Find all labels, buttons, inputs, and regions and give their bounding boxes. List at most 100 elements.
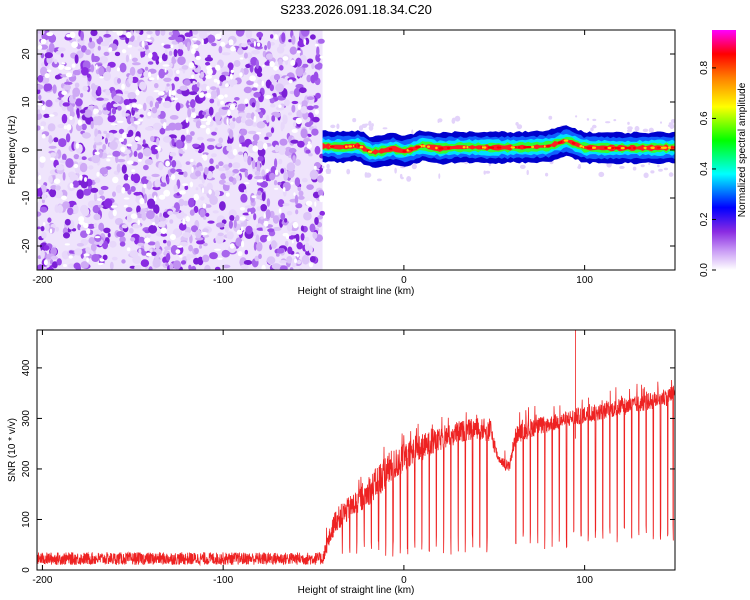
- noise-cell: [136, 236, 146, 245]
- noise-cell: [301, 30, 310, 37]
- noise-cell: [155, 240, 160, 250]
- signal-halo-cell: [648, 161, 651, 166]
- noise-gap: [227, 109, 231, 117]
- noise-cell: [295, 209, 299, 215]
- noise-gap: [314, 201, 317, 207]
- noise-cell: [311, 62, 315, 70]
- noise-cell: [119, 236, 126, 244]
- noise-cell: [130, 116, 135, 124]
- noise-cell: [298, 190, 304, 197]
- colorbar-tick-label: 0.2: [699, 212, 710, 226]
- noise-gap: [162, 64, 170, 67]
- noise-cell: [93, 229, 102, 236]
- signal-peak: [359, 145, 364, 149]
- noise-cell: [256, 206, 261, 212]
- noise-cell: [153, 204, 160, 215]
- noise-cell: [90, 30, 98, 37]
- noise-cell: [277, 199, 285, 208]
- noise-gap: [129, 54, 132, 60]
- noise-gap: [262, 64, 265, 68]
- noise-cell: [257, 190, 262, 196]
- noise-cell: [244, 169, 248, 178]
- noise-gap: [126, 160, 134, 165]
- noise-gap: [319, 55, 325, 59]
- noise-cell: [108, 61, 116, 68]
- noise-cell: [152, 186, 161, 191]
- spectrogram-y-axis-label: Frequency (Hz): [7, 116, 18, 185]
- noise-gap: [165, 160, 171, 167]
- noise-gap: [158, 57, 162, 63]
- noise-cell: [163, 239, 167, 244]
- noise-cell: [105, 89, 111, 96]
- noise-cell: [188, 91, 198, 96]
- noise-cell: [269, 84, 274, 92]
- noise-cell: [78, 156, 82, 160]
- noise-cell: [171, 160, 177, 168]
- figure-title: S233.2026.091.18.34.C20: [280, 2, 432, 17]
- noise-cell: [78, 40, 85, 46]
- noise-cell: [160, 182, 167, 187]
- noise-cell: [270, 103, 276, 108]
- signal-peak: [590, 146, 593, 149]
- noise-cell: [154, 179, 161, 188]
- signal-halo-cell: [364, 123, 369, 126]
- noise-cell: [221, 52, 231, 56]
- noise-cell: [64, 218, 71, 226]
- noise-cell: [183, 200, 189, 206]
- noise-cell: [191, 107, 196, 113]
- signal-peak: [657, 146, 661, 149]
- noise-gap: [116, 120, 124, 123]
- signal-halo-cell: [598, 171, 605, 178]
- noise-cell: [109, 240, 117, 248]
- noise-gap: [77, 119, 83, 126]
- noise-gap: [200, 124, 206, 129]
- noise-cell: [65, 158, 74, 168]
- noise-cell: [127, 189, 132, 195]
- noise-cell: [55, 51, 62, 55]
- noise-gap: [147, 34, 151, 39]
- signal-peak: [354, 144, 357, 148]
- noise-cell: [53, 137, 59, 143]
- noise-cell: [156, 97, 163, 102]
- noise-cell: [309, 256, 316, 263]
- noise-cell: [267, 40, 271, 50]
- noise-cell: [121, 224, 128, 229]
- noise-cell: [192, 143, 199, 148]
- noise-cell: [67, 116, 76, 126]
- noise-cell: [142, 147, 152, 157]
- noise-cell: [154, 215, 160, 225]
- signal-halo-cell: [619, 165, 625, 169]
- noise-cell: [39, 206, 48, 213]
- signal-halo-cell: [634, 125, 640, 132]
- signal-peak: [591, 146, 597, 149]
- noise-gap: [94, 236, 101, 239]
- noise-cell: [270, 240, 277, 249]
- noise-cell: [232, 169, 240, 174]
- noise-cell: [80, 31, 84, 41]
- noise-cell: [98, 222, 105, 232]
- noise-cell: [97, 86, 102, 95]
- noise-gap: [125, 104, 131, 110]
- noise-cell: [93, 213, 101, 221]
- noise-gap: [228, 39, 234, 46]
- noise-cell: [215, 164, 219, 169]
- noise-cell: [106, 102, 112, 111]
- noise-cell: [151, 107, 158, 114]
- signal-peak: [607, 146, 612, 150]
- noise-gap: [191, 48, 196, 55]
- snr-x-tick-label: -100: [213, 575, 233, 586]
- noise-cell: [206, 34, 216, 43]
- noise-cell: [235, 174, 241, 182]
- noise-cell: [125, 207, 133, 213]
- noise-cell: [313, 105, 319, 109]
- noise-cell: [109, 261, 114, 270]
- noise-gap: [62, 264, 68, 267]
- signal-peak: [672, 146, 675, 149]
- noise-cell: [85, 246, 91, 253]
- colorbar-tick-label: 0.4: [699, 162, 710, 176]
- noise-cell: [210, 90, 218, 99]
- noise-gap: [190, 112, 197, 119]
- noise-cell: [72, 180, 80, 188]
- noise-cell: [301, 177, 308, 183]
